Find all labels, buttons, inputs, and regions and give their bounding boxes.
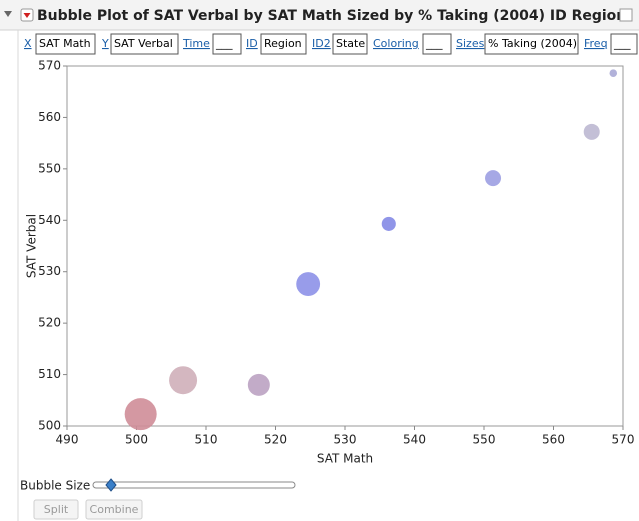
role-link[interactable]: Coloring — [373, 37, 419, 50]
role-link[interactable]: Freq — [584, 37, 608, 50]
x-tick-label: 490 — [56, 433, 79, 447]
bubble-size-label: Bubble Size — [20, 479, 90, 493]
bubble[interactable] — [609, 69, 618, 77]
bubble[interactable] — [296, 272, 321, 296]
x-tick-label: 570 — [612, 433, 635, 447]
role-value: SAT Math — [39, 37, 91, 50]
bubble[interactable] — [169, 366, 198, 395]
role-link[interactable]: Y — [101, 37, 109, 50]
role-box[interactable] — [610, 33, 638, 55]
x-tick-label: 520 — [264, 433, 287, 447]
role-value: % Taking (2004) — [488, 37, 577, 50]
bubble[interactable] — [485, 170, 502, 187]
button-label: Combine — [90, 503, 139, 516]
x-tick-label: 550 — [473, 433, 496, 447]
y-tick-label: 520 — [38, 316, 61, 330]
button-label: Split — [44, 503, 69, 516]
role-box[interactable] — [35, 33, 96, 55]
y-tick-label: 500 — [38, 419, 61, 433]
role-link[interactable]: X — [24, 37, 32, 50]
x-tick-label: 530 — [334, 433, 357, 447]
button[interactable] — [85, 499, 143, 520]
role-value: ___ — [425, 37, 443, 50]
role-box[interactable] — [484, 33, 579, 55]
role-value: ___ — [215, 37, 233, 50]
y-tick-label: 550 — [38, 161, 61, 175]
bubble[interactable] — [124, 398, 157, 431]
button[interactable] — [33, 499, 79, 520]
y-tick-label: 570 — [38, 59, 61, 73]
slider-thumb[interactable] — [105, 478, 117, 492]
role-value: SAT Verbal — [114, 37, 173, 50]
y-axis-label: SAT Verbal — [25, 214, 39, 278]
x-tick-label: 510 — [195, 433, 218, 447]
chart-title: Bubble Plot of SAT Verbal by SAT Math Si… — [37, 8, 626, 24]
x-axis-label: SAT Math — [317, 452, 373, 466]
red-menu-arrow — [23, 13, 31, 18]
bubble[interactable] — [381, 216, 396, 231]
y-tick-label: 560 — [38, 110, 61, 124]
role-box[interactable] — [110, 33, 179, 55]
slider-track[interactable] — [92, 481, 296, 489]
role-value: State — [336, 37, 365, 50]
role-link[interactable]: Sizes — [456, 37, 485, 50]
x-tick-label: 560 — [542, 433, 565, 447]
role-value: Region — [264, 37, 302, 50]
role-box[interactable] — [212, 33, 242, 55]
role-link[interactable]: ID — [246, 37, 258, 50]
role-link[interactable]: Time — [182, 37, 210, 50]
close-icon[interactable] — [619, 8, 633, 22]
x-tick-label: 540 — [403, 433, 426, 447]
bubble[interactable] — [583, 123, 600, 140]
role-box[interactable] — [422, 33, 452, 55]
title-bar — [0, 0, 639, 30]
y-tick-label: 540 — [38, 213, 61, 227]
bubble[interactable] — [247, 373, 270, 396]
y-tick-label: 510 — [38, 367, 61, 381]
disclosure-triangle[interactable] — [4, 11, 12, 17]
plot-frame — [66, 65, 624, 427]
role-value: ___ — [613, 37, 631, 50]
y-tick-label: 530 — [38, 264, 61, 278]
x-tick-label: 500 — [125, 433, 148, 447]
role-link[interactable]: ID2 — [312, 37, 331, 50]
role-box[interactable] — [260, 33, 307, 55]
role-box[interactable] — [332, 33, 368, 55]
